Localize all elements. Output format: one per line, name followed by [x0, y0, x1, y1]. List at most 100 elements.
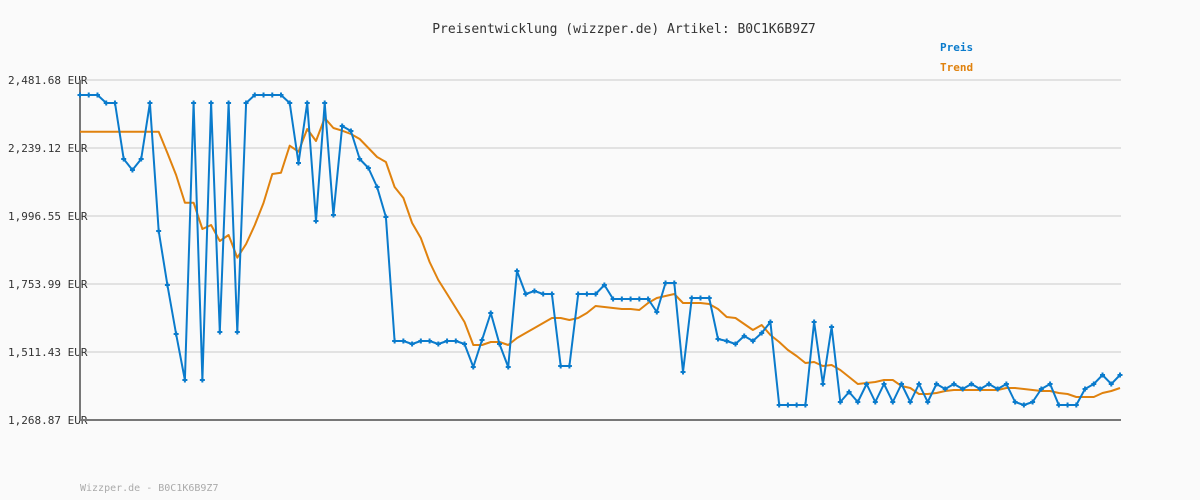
data-point: [846, 389, 852, 395]
y-tick-label: 1,511.43 EUR: [8, 346, 88, 359]
data-point: [103, 100, 109, 106]
legend-preis: Preis: [940, 41, 973, 54]
data-point: [1030, 399, 1036, 405]
data-point: [409, 341, 415, 347]
data-point: [1073, 402, 1079, 408]
y-tick-label: 2,239.12 EUR: [8, 142, 88, 155]
data-point: [191, 100, 197, 106]
data-point: [173, 331, 179, 337]
data-point: [1108, 381, 1114, 387]
data-point: [261, 92, 267, 98]
data-point: [357, 156, 363, 162]
data-point: [462, 341, 468, 347]
data-point: [750, 338, 756, 344]
data-point: [636, 296, 642, 302]
data-point: [1012, 399, 1018, 405]
data-point: [995, 386, 1001, 392]
data-point: [968, 381, 974, 387]
data-point: [453, 338, 459, 344]
y-tick-label: 1,753.99 EUR: [8, 278, 88, 291]
data-point: [566, 363, 572, 369]
data-point: [348, 128, 354, 134]
data-point: [304, 100, 310, 106]
data-point: [628, 296, 634, 302]
data-point: [313, 218, 319, 224]
data-point: [278, 92, 284, 98]
y-tick-label: 1,996.55 EUR: [8, 210, 88, 223]
data-point: [295, 160, 301, 166]
data-point: [330, 212, 336, 218]
data-point: [147, 100, 153, 106]
data-point: [601, 282, 607, 288]
data-point: [741, 333, 747, 339]
chart-title: Preisentwicklung (wizzper.de) Artikel: B…: [432, 22, 816, 37]
data-point: [759, 330, 765, 336]
data-point: [505, 364, 511, 370]
data-point: [339, 123, 345, 129]
data-point: [392, 338, 398, 344]
footer-text: Wizzper.de - B0C1K6B9Z7: [80, 483, 218, 494]
data-point: [732, 341, 738, 347]
data-point: [663, 280, 669, 286]
data-point: [374, 184, 380, 190]
data-point: [977, 386, 983, 392]
data-point: [890, 399, 896, 405]
data-point: [558, 363, 564, 369]
data-point: [156, 228, 162, 234]
data-point: [217, 329, 223, 335]
data-point: [208, 100, 214, 106]
data-point: [164, 282, 170, 288]
data-point: [549, 291, 555, 297]
data-point: [925, 399, 931, 405]
series-preis: [77, 92, 1123, 408]
data-point: [706, 295, 712, 301]
series-layer: [77, 92, 1123, 408]
data-point: [933, 381, 939, 387]
data-point: [794, 402, 800, 408]
data-point: [1003, 381, 1009, 387]
data-point: [986, 381, 992, 387]
data-point: [881, 381, 887, 387]
data-point: [1091, 381, 1097, 387]
data-point: [907, 399, 913, 405]
data-point: [864, 381, 870, 387]
data-point: [496, 341, 502, 347]
data-point: [94, 92, 100, 98]
y-tick-label: 2,481.68 EUR: [8, 74, 88, 87]
data-point: [531, 288, 537, 294]
data-point: [444, 338, 450, 344]
data-point: [1082, 386, 1088, 392]
data-point: [960, 386, 966, 392]
data-point: [427, 338, 433, 344]
data-point: [121, 156, 127, 162]
data-point: [418, 338, 424, 344]
data-point: [802, 402, 808, 408]
data-point: [199, 377, 205, 383]
data-point: [269, 92, 275, 98]
data-point: [942, 386, 948, 392]
data-point: [1021, 402, 1027, 408]
data-point: [400, 338, 406, 344]
series-trend: [80, 117, 1121, 398]
data-point: [77, 92, 83, 98]
data-point: [698, 295, 704, 301]
trend-line: [80, 117, 1121, 398]
data-point: [645, 296, 651, 302]
data-point: [811, 319, 817, 325]
data-point: [523, 291, 529, 297]
data-point: [86, 92, 92, 98]
y-tick-label: 1,268.87 EUR: [8, 414, 88, 427]
data-point: [899, 381, 905, 387]
data-point: [619, 296, 625, 302]
gridlines: [80, 79, 1121, 354]
data-point: [234, 329, 240, 335]
data-point: [872, 399, 878, 405]
data-point: [226, 100, 232, 106]
data-point: [1056, 402, 1062, 408]
data-point: [584, 291, 590, 297]
data-point: [514, 268, 520, 274]
data-point: [488, 310, 494, 316]
data-point: [715, 336, 721, 342]
data-point: [1047, 381, 1053, 387]
